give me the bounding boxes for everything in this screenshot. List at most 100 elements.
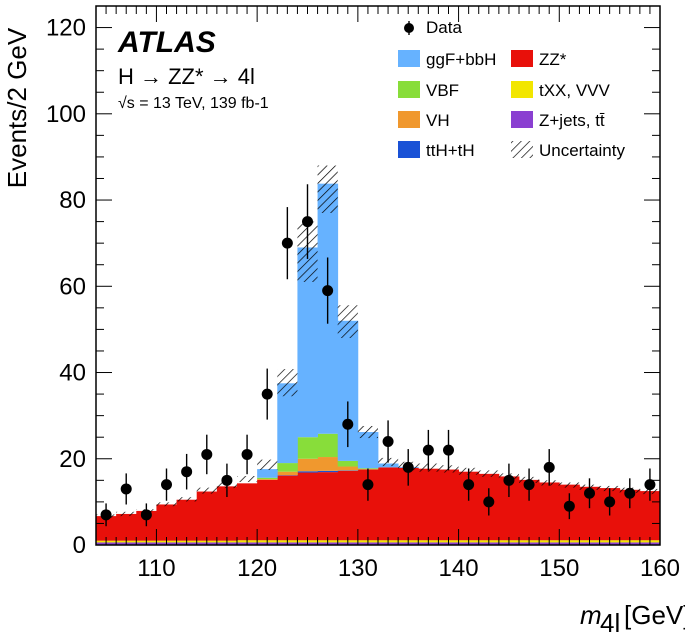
bar-segment [237, 483, 258, 541]
y-tick-label: 60 [59, 273, 86, 300]
legend-entry: Uncertainty [511, 141, 625, 160]
bar-segment [96, 516, 117, 541]
legend-label: tXX, VVV [539, 81, 611, 100]
legend-label: Uncertainty [539, 141, 625, 160]
legend-entry: tXX, VVV [511, 81, 611, 100]
data-point [382, 420, 394, 463]
bar-segment [277, 475, 298, 541]
svg-text:4l: 4l [600, 608, 620, 638]
legend-label: VH [426, 111, 450, 130]
legend-swatch [511, 50, 533, 67]
bar-segment [639, 491, 660, 541]
uncertainty-segment [357, 425, 378, 439]
legend-swatch [398, 81, 420, 98]
uncertainty-segment [478, 470, 499, 477]
data-point [140, 503, 152, 527]
uncertainty-segment [277, 369, 298, 397]
legend-swatch [511, 141, 533, 158]
x-tick-label: 160 [640, 555, 680, 582]
legend-entry: ZZ* [511, 50, 567, 69]
data-marker [302, 216, 313, 228]
data-point [161, 468, 172, 501]
legend-entry: ggF+bbH [398, 50, 496, 69]
series-tth-th [277, 470, 359, 476]
legend-swatch [398, 111, 420, 128]
data-marker [362, 479, 374, 491]
data-marker [322, 285, 334, 297]
data-point [302, 184, 313, 259]
data-point [362, 468, 374, 501]
data-marker [382, 436, 394, 448]
bar-segment [337, 460, 359, 467]
y-tick-label: 0 [73, 532, 86, 559]
bar-segment [378, 467, 399, 541]
data-points [100, 184, 656, 527]
bar-segment [438, 469, 459, 541]
data-point [221, 463, 233, 498]
bar-segment [216, 486, 238, 541]
bar-segment [196, 491, 218, 541]
data-marker [503, 474, 515, 486]
legend-swatch [398, 141, 420, 158]
bar-segment [337, 466, 359, 471]
data-point [322, 257, 334, 324]
bar-segment [257, 479, 278, 480]
bar-segment [297, 472, 318, 541]
uncertainty-band [96, 165, 660, 518]
uncertainty-segment [257, 459, 278, 470]
data-marker [604, 496, 616, 508]
data-point [422, 429, 434, 471]
data-marker [342, 418, 354, 430]
data-marker [241, 448, 253, 460]
data-point [181, 453, 193, 490]
bar-segment [317, 472, 339, 541]
x-tick-label: 110 [137, 555, 175, 582]
legend-swatch [511, 81, 533, 98]
data-marker [161, 479, 172, 491]
data-marker [644, 479, 656, 491]
bar-segment [156, 504, 177, 541]
uncertainty-segment [237, 476, 258, 483]
data-point [201, 434, 213, 475]
process-label: H → ZZ* → 4l [118, 64, 255, 89]
bar-segment [317, 470, 339, 473]
data-marker [463, 479, 475, 491]
data-marker [443, 444, 454, 456]
bar-segment [257, 477, 278, 480]
bar-segment [579, 486, 600, 541]
data-point [463, 468, 475, 501]
data-point [584, 478, 595, 509]
bar-segment [337, 470, 359, 541]
x-tick-label: 150 [539, 555, 579, 582]
data-marker [624, 487, 636, 499]
data-marker [100, 509, 112, 521]
data-point [604, 488, 616, 516]
data-marker [523, 479, 535, 491]
bar-segment [257, 469, 278, 478]
atlas-label: ATLAS [117, 26, 216, 59]
bar-segment [317, 457, 339, 471]
data-marker [281, 237, 293, 249]
bar-segment [357, 469, 379, 541]
data-point [241, 434, 253, 475]
bar-segment [458, 471, 480, 541]
legend-entry: Data [404, 18, 462, 37]
legend-label: ttH+tH [426, 141, 475, 160]
data-point [624, 478, 636, 509]
data-marker [181, 466, 193, 478]
data-point [342, 401, 354, 448]
data-point [523, 468, 535, 501]
energy-label: √s = 13 TeV, 139 fb-1 [118, 95, 269, 112]
data-point [563, 493, 575, 520]
legend-label: VBF [426, 81, 459, 100]
y-tick-label: 100 [46, 101, 86, 128]
data-point [261, 368, 273, 420]
bar-segment [116, 513, 137, 541]
x-tick-label: 140 [439, 555, 479, 582]
x-axis-title: m 4l [GeV] [580, 600, 685, 638]
legend-entry: VBF [398, 81, 459, 100]
y-tick-label: 20 [59, 446, 86, 473]
data-marker [402, 461, 414, 473]
legend-label: Data [426, 18, 462, 37]
